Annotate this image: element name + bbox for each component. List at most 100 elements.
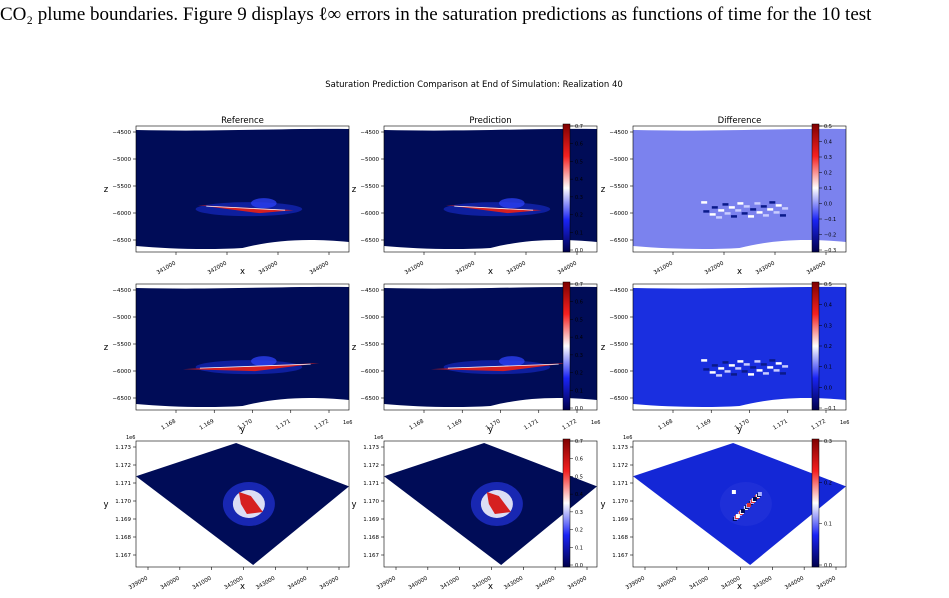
x-tick-label: 1.172 (561, 419, 578, 432)
plume-cap (499, 198, 525, 209)
y-tick-label: 1.173 (115, 445, 131, 451)
y-tick-label: −4500 (112, 130, 131, 136)
y-tick-label: −6500 (112, 396, 131, 402)
x-tick-label: 344000 (309, 260, 331, 276)
y-axis-label: z (104, 185, 109, 195)
difference-cell (709, 213, 716, 216)
paper-caption-line: CO₂ plume boundaries. Figure 9 displays … (0, 4, 872, 25)
x-axis-label: y (488, 425, 493, 435)
x-tick-label: 1.172 (810, 419, 827, 432)
difference-cell (741, 370, 748, 373)
y-tick-label: 1.168 (363, 535, 379, 541)
colorbar-gradient (562, 123, 571, 253)
x-axis-label: x (488, 582, 493, 592)
difference-cell (722, 361, 729, 364)
colorbar-tick-label: 0.6 (575, 457, 583, 463)
y-tick-label: −6000 (360, 369, 379, 375)
colorbar: 0.5 0.4 0.3 0.2 0.1 0.0 −0.1 −0.2 −0.3 (811, 123, 836, 254)
y-tick-label: −6000 (112, 211, 131, 217)
y-tick-label: 1.167 (612, 553, 628, 559)
bottom-boundary (384, 398, 597, 410)
colorbar-tick-label: 0.3 (575, 195, 583, 201)
y-tick-label: 1.169 (363, 517, 379, 523)
top-boundary (384, 126, 597, 131)
y-tick-label: −6500 (609, 238, 628, 244)
x-axis-label: y (240, 425, 245, 435)
plume-edge (206, 205, 286, 211)
difference-cell (773, 211, 780, 214)
colorbar-tick-label: 0.4 (824, 140, 832, 146)
x-axis-label: x (240, 267, 245, 277)
colorbar-tick-label: 0.7 (575, 282, 583, 288)
x-tick-label: 1.171 (275, 419, 292, 432)
panel-image (384, 284, 597, 410)
axes-frame (135, 440, 350, 568)
difference-cell (730, 373, 737, 376)
difference-cell (735, 209, 742, 212)
y-tick-label: −6500 (609, 396, 628, 402)
y-offset-label: 1e6 (374, 435, 383, 441)
difference-cell (775, 362, 782, 365)
colorbar-tick-label: 0.4 (824, 303, 832, 309)
y-tick-label: −6500 (360, 238, 379, 244)
x-tick-label: 343000 (755, 260, 777, 276)
colorbar-tick-label: 0.0 (575, 406, 583, 412)
x-axis-label: x (737, 582, 742, 592)
difference-cell (767, 366, 774, 369)
plume-edge (454, 205, 534, 211)
y-offset-label: 1e6 (126, 435, 135, 441)
figure-suptitle: Saturation Prediction Comparison at End … (325, 80, 623, 90)
axes-frame (135, 283, 350, 411)
x-axis-label: x (737, 267, 742, 277)
colorbar-tick-label: 0.2 (824, 344, 832, 350)
axes-frame (383, 125, 598, 253)
difference-cell (750, 208, 757, 211)
panel-background (136, 284, 349, 410)
axes-frame (632, 125, 847, 253)
difference-cell (701, 359, 708, 362)
colorbar-tick-label: −0.1 (824, 406, 836, 412)
difference-cell (741, 212, 748, 215)
y-axis-label: y (351, 500, 356, 510)
colorbar-tick-label: 0.3 (575, 353, 583, 359)
x-tick-label: 339000 (625, 575, 647, 591)
y-tick-label: −6500 (112, 238, 131, 244)
difference-cell (731, 490, 736, 494)
difference-cell (775, 204, 782, 207)
colorbar: 0.5 0.4 0.3 0.2 0.1 0.0 −0.1 (811, 281, 836, 412)
x-tick-label: 1.169 (199, 418, 216, 431)
y-tick-label: 1.172 (612, 463, 628, 469)
colorbar-tick-label: 0.1 (575, 545, 583, 551)
x-tick-label: 341000 (439, 575, 461, 591)
difference-cell (728, 206, 735, 209)
y-tick-label: −5000 (360, 157, 379, 163)
x-offset-label: 1e6 (591, 420, 600, 426)
difference-cell (748, 373, 755, 376)
panel-image (384, 443, 597, 565)
y-tick-label: 1.172 (363, 463, 379, 469)
colorbar-tick-label: 0.3 (824, 155, 832, 161)
axes-frame (632, 440, 847, 568)
difference-cell (728, 364, 735, 367)
x-tick-label: 344000 (287, 575, 309, 591)
x-tick-label: 341000 (404, 260, 426, 276)
x-tick-label: 342000 (455, 260, 477, 276)
colorbar-tick-label: 0.4 (575, 492, 583, 498)
top-boundary (633, 284, 846, 289)
x-tick-label: 339000 (376, 575, 398, 591)
difference-cell (737, 360, 744, 363)
axes-frame (383, 440, 598, 568)
colorbar-tick-label: 0.7 (575, 124, 583, 130)
x-offset-label: 1e6 (343, 420, 352, 426)
difference-cell (711, 364, 718, 367)
colorbar-gradient (811, 438, 820, 568)
top-boundary (136, 126, 349, 131)
column-title-difference: Difference (718, 116, 762, 126)
x-tick-label: 1.171 (523, 419, 540, 432)
difference-cell (703, 368, 710, 371)
x-axis-label: x (488, 267, 493, 277)
x-axis-label: x (240, 582, 245, 592)
x-tick-label: 1.168 (408, 418, 425, 431)
colorbar-gradient (562, 438, 571, 568)
panel-image (633, 126, 846, 252)
